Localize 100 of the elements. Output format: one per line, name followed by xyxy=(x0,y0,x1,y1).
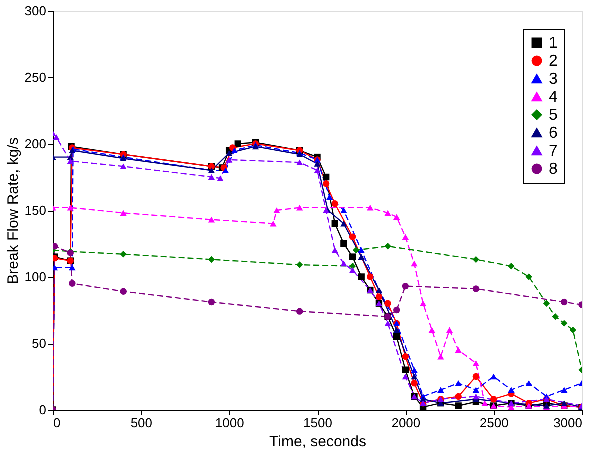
point xyxy=(208,256,216,264)
point xyxy=(428,327,436,334)
point xyxy=(296,204,304,211)
point xyxy=(296,308,304,315)
point xyxy=(296,262,304,268)
point xyxy=(69,264,76,271)
point xyxy=(508,263,515,270)
legend-label: 2 xyxy=(549,53,558,70)
point xyxy=(322,180,330,188)
point xyxy=(472,394,480,400)
point xyxy=(561,400,568,406)
x-tick-label: 3000 xyxy=(554,416,582,430)
legend-label: 5 xyxy=(549,107,558,124)
point xyxy=(120,210,127,216)
point xyxy=(552,314,559,320)
point xyxy=(402,234,410,240)
point xyxy=(367,274,374,280)
legend-label: 4 xyxy=(549,89,558,106)
point xyxy=(384,243,392,250)
point xyxy=(472,256,480,264)
point xyxy=(69,280,76,287)
point xyxy=(393,327,400,334)
legend-label: 8 xyxy=(549,161,558,178)
x-tick-label: 1000 xyxy=(215,416,244,430)
point xyxy=(411,260,418,267)
point xyxy=(482,400,488,406)
point xyxy=(393,214,400,220)
x-axis-title: Time, seconds xyxy=(270,434,366,450)
y-tick-label: 150 xyxy=(24,203,46,218)
point xyxy=(438,387,444,393)
point xyxy=(352,247,360,254)
point xyxy=(340,208,348,214)
legend-label: 7 xyxy=(549,143,558,160)
point xyxy=(455,402,462,410)
point xyxy=(472,373,480,380)
point xyxy=(222,168,230,174)
point xyxy=(384,300,392,307)
point xyxy=(402,282,410,290)
point xyxy=(561,298,568,306)
point xyxy=(508,387,515,393)
legend-label: 6 xyxy=(549,125,558,142)
point xyxy=(455,380,462,386)
point xyxy=(340,240,348,248)
point xyxy=(570,326,577,334)
point xyxy=(332,200,338,208)
point xyxy=(274,208,280,214)
point xyxy=(438,354,444,360)
point xyxy=(358,254,365,260)
point xyxy=(296,160,304,166)
x-tick-label: 500 xyxy=(130,416,153,430)
point xyxy=(217,176,224,182)
y-tick-label: 0 xyxy=(39,402,46,418)
x-tick-label: 1500 xyxy=(304,416,332,430)
point xyxy=(208,216,216,223)
x-tick-label: 0 xyxy=(54,416,61,430)
point xyxy=(472,286,480,292)
point xyxy=(411,367,418,374)
point xyxy=(402,353,410,360)
point xyxy=(358,274,365,280)
point xyxy=(472,360,480,366)
point xyxy=(53,264,58,271)
legend-label: 1 xyxy=(549,35,558,52)
point xyxy=(446,327,454,334)
point xyxy=(67,158,74,164)
point xyxy=(376,294,383,300)
point xyxy=(234,140,242,148)
point xyxy=(208,298,216,306)
point xyxy=(270,220,277,227)
x-tick-label: 2000 xyxy=(392,416,421,430)
point xyxy=(53,243,58,250)
point xyxy=(120,164,127,170)
point xyxy=(358,247,365,254)
point xyxy=(67,204,74,211)
point xyxy=(402,374,410,380)
point xyxy=(411,380,418,387)
point xyxy=(561,320,568,327)
point xyxy=(349,267,356,274)
point xyxy=(367,204,374,211)
point xyxy=(226,157,233,163)
point xyxy=(226,150,233,156)
point xyxy=(490,374,498,380)
point xyxy=(543,300,550,307)
point xyxy=(332,220,338,228)
point xyxy=(393,333,400,340)
point xyxy=(384,210,392,216)
point xyxy=(332,247,338,254)
point xyxy=(472,387,480,393)
point xyxy=(340,260,348,267)
point xyxy=(349,234,356,240)
y-tick-label: 250 xyxy=(24,70,46,85)
point xyxy=(384,320,392,326)
point xyxy=(526,380,532,386)
point xyxy=(120,288,127,295)
point xyxy=(314,168,321,174)
point xyxy=(455,393,462,400)
point xyxy=(393,306,400,314)
x-tick-label: 2500 xyxy=(480,416,509,430)
point xyxy=(455,347,462,354)
y-tick-label: 100 xyxy=(24,270,46,284)
point xyxy=(526,274,532,280)
